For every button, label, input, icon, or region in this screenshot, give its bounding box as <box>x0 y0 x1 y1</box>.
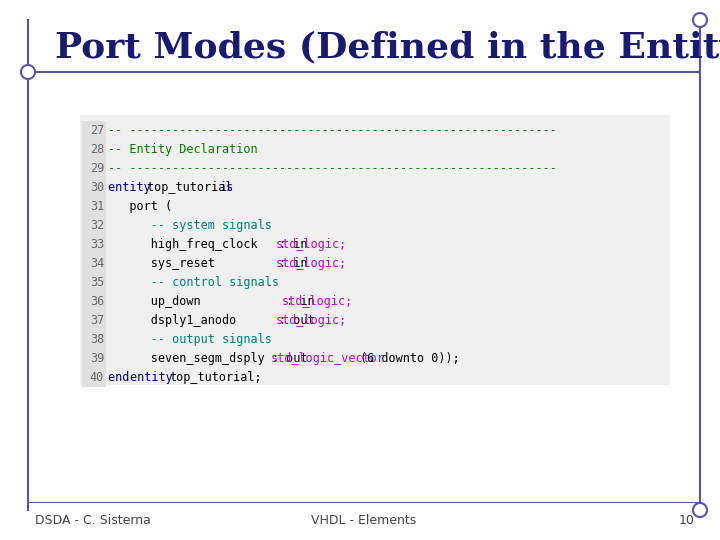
Text: 39: 39 <box>90 352 104 365</box>
Bar <box>82 349 106 368</box>
Text: std_logic;: std_logic; <box>276 256 347 269</box>
Text: up_down            : in: up_down : in <box>108 295 329 308</box>
Text: sys_reset         : in: sys_reset : in <box>108 256 322 269</box>
Text: 33: 33 <box>90 238 104 251</box>
Text: 29: 29 <box>90 161 104 175</box>
Bar <box>82 310 106 330</box>
Text: std_logic_vector: std_logic_vector <box>271 352 384 365</box>
Text: 32: 32 <box>90 219 104 232</box>
Circle shape <box>21 65 35 79</box>
Circle shape <box>693 13 707 27</box>
Text: entity: entity <box>130 370 180 384</box>
Text: -- system signals: -- system signals <box>108 219 272 232</box>
Bar <box>82 140 106 159</box>
Text: port (: port ( <box>108 200 172 213</box>
Bar <box>82 330 106 349</box>
Circle shape <box>693 503 707 517</box>
Text: VHDL - Elements: VHDL - Elements <box>311 514 417 526</box>
Bar <box>82 178 106 197</box>
Text: -- ------------------------------------------------------------: -- -------------------------------------… <box>108 124 557 137</box>
Text: 28: 28 <box>90 143 104 156</box>
Text: dsply1_anodo      : out: dsply1_anodo : out <box>108 314 322 327</box>
Text: std_logic;: std_logic; <box>282 295 353 308</box>
Text: is: is <box>220 181 234 194</box>
Bar <box>82 273 106 292</box>
Text: 36: 36 <box>90 295 104 308</box>
Text: 34: 34 <box>90 256 104 269</box>
Bar <box>82 215 106 235</box>
Text: std_logic;: std_logic; <box>276 238 347 251</box>
Text: 27: 27 <box>90 124 104 137</box>
Text: std_logic;: std_logic; <box>276 314 347 327</box>
Text: -- Entity Declaration: -- Entity Declaration <box>108 143 258 156</box>
Bar <box>82 292 106 310</box>
Text: 10: 10 <box>679 514 695 526</box>
Text: Port Modes (Defined in the Entity): Port Modes (Defined in the Entity) <box>55 31 720 65</box>
Text: DSDA - C. Sisterna: DSDA - C. Sisterna <box>35 514 151 526</box>
Text: top_tutorial;: top_tutorial; <box>170 370 262 384</box>
Text: 37: 37 <box>90 314 104 327</box>
Text: -- output signals: -- output signals <box>108 333 272 346</box>
Bar <box>82 159 106 178</box>
Bar <box>82 121 106 140</box>
Text: -- control signals: -- control signals <box>108 276 279 289</box>
Text: seven_segm_dsply : out: seven_segm_dsply : out <box>108 352 315 365</box>
Text: 40: 40 <box>90 370 104 384</box>
Text: entity: entity <box>108 181 158 194</box>
Bar <box>82 197 106 215</box>
Bar <box>82 235 106 254</box>
Text: 30: 30 <box>90 181 104 194</box>
Text: 35: 35 <box>90 276 104 289</box>
Text: top_tutorial: top_tutorial <box>147 181 240 194</box>
Text: 38: 38 <box>90 333 104 346</box>
Text: 31: 31 <box>90 200 104 213</box>
Bar <box>82 368 106 387</box>
Text: (6 downto 0));: (6 downto 0)); <box>360 352 460 365</box>
Bar <box>82 254 106 273</box>
Text: -- ------------------------------------------------------------: -- -------------------------------------… <box>108 161 557 175</box>
Bar <box>80 115 670 385</box>
Text: end: end <box>108 370 137 384</box>
Text: high_freq_clock   : in: high_freq_clock : in <box>108 238 322 251</box>
